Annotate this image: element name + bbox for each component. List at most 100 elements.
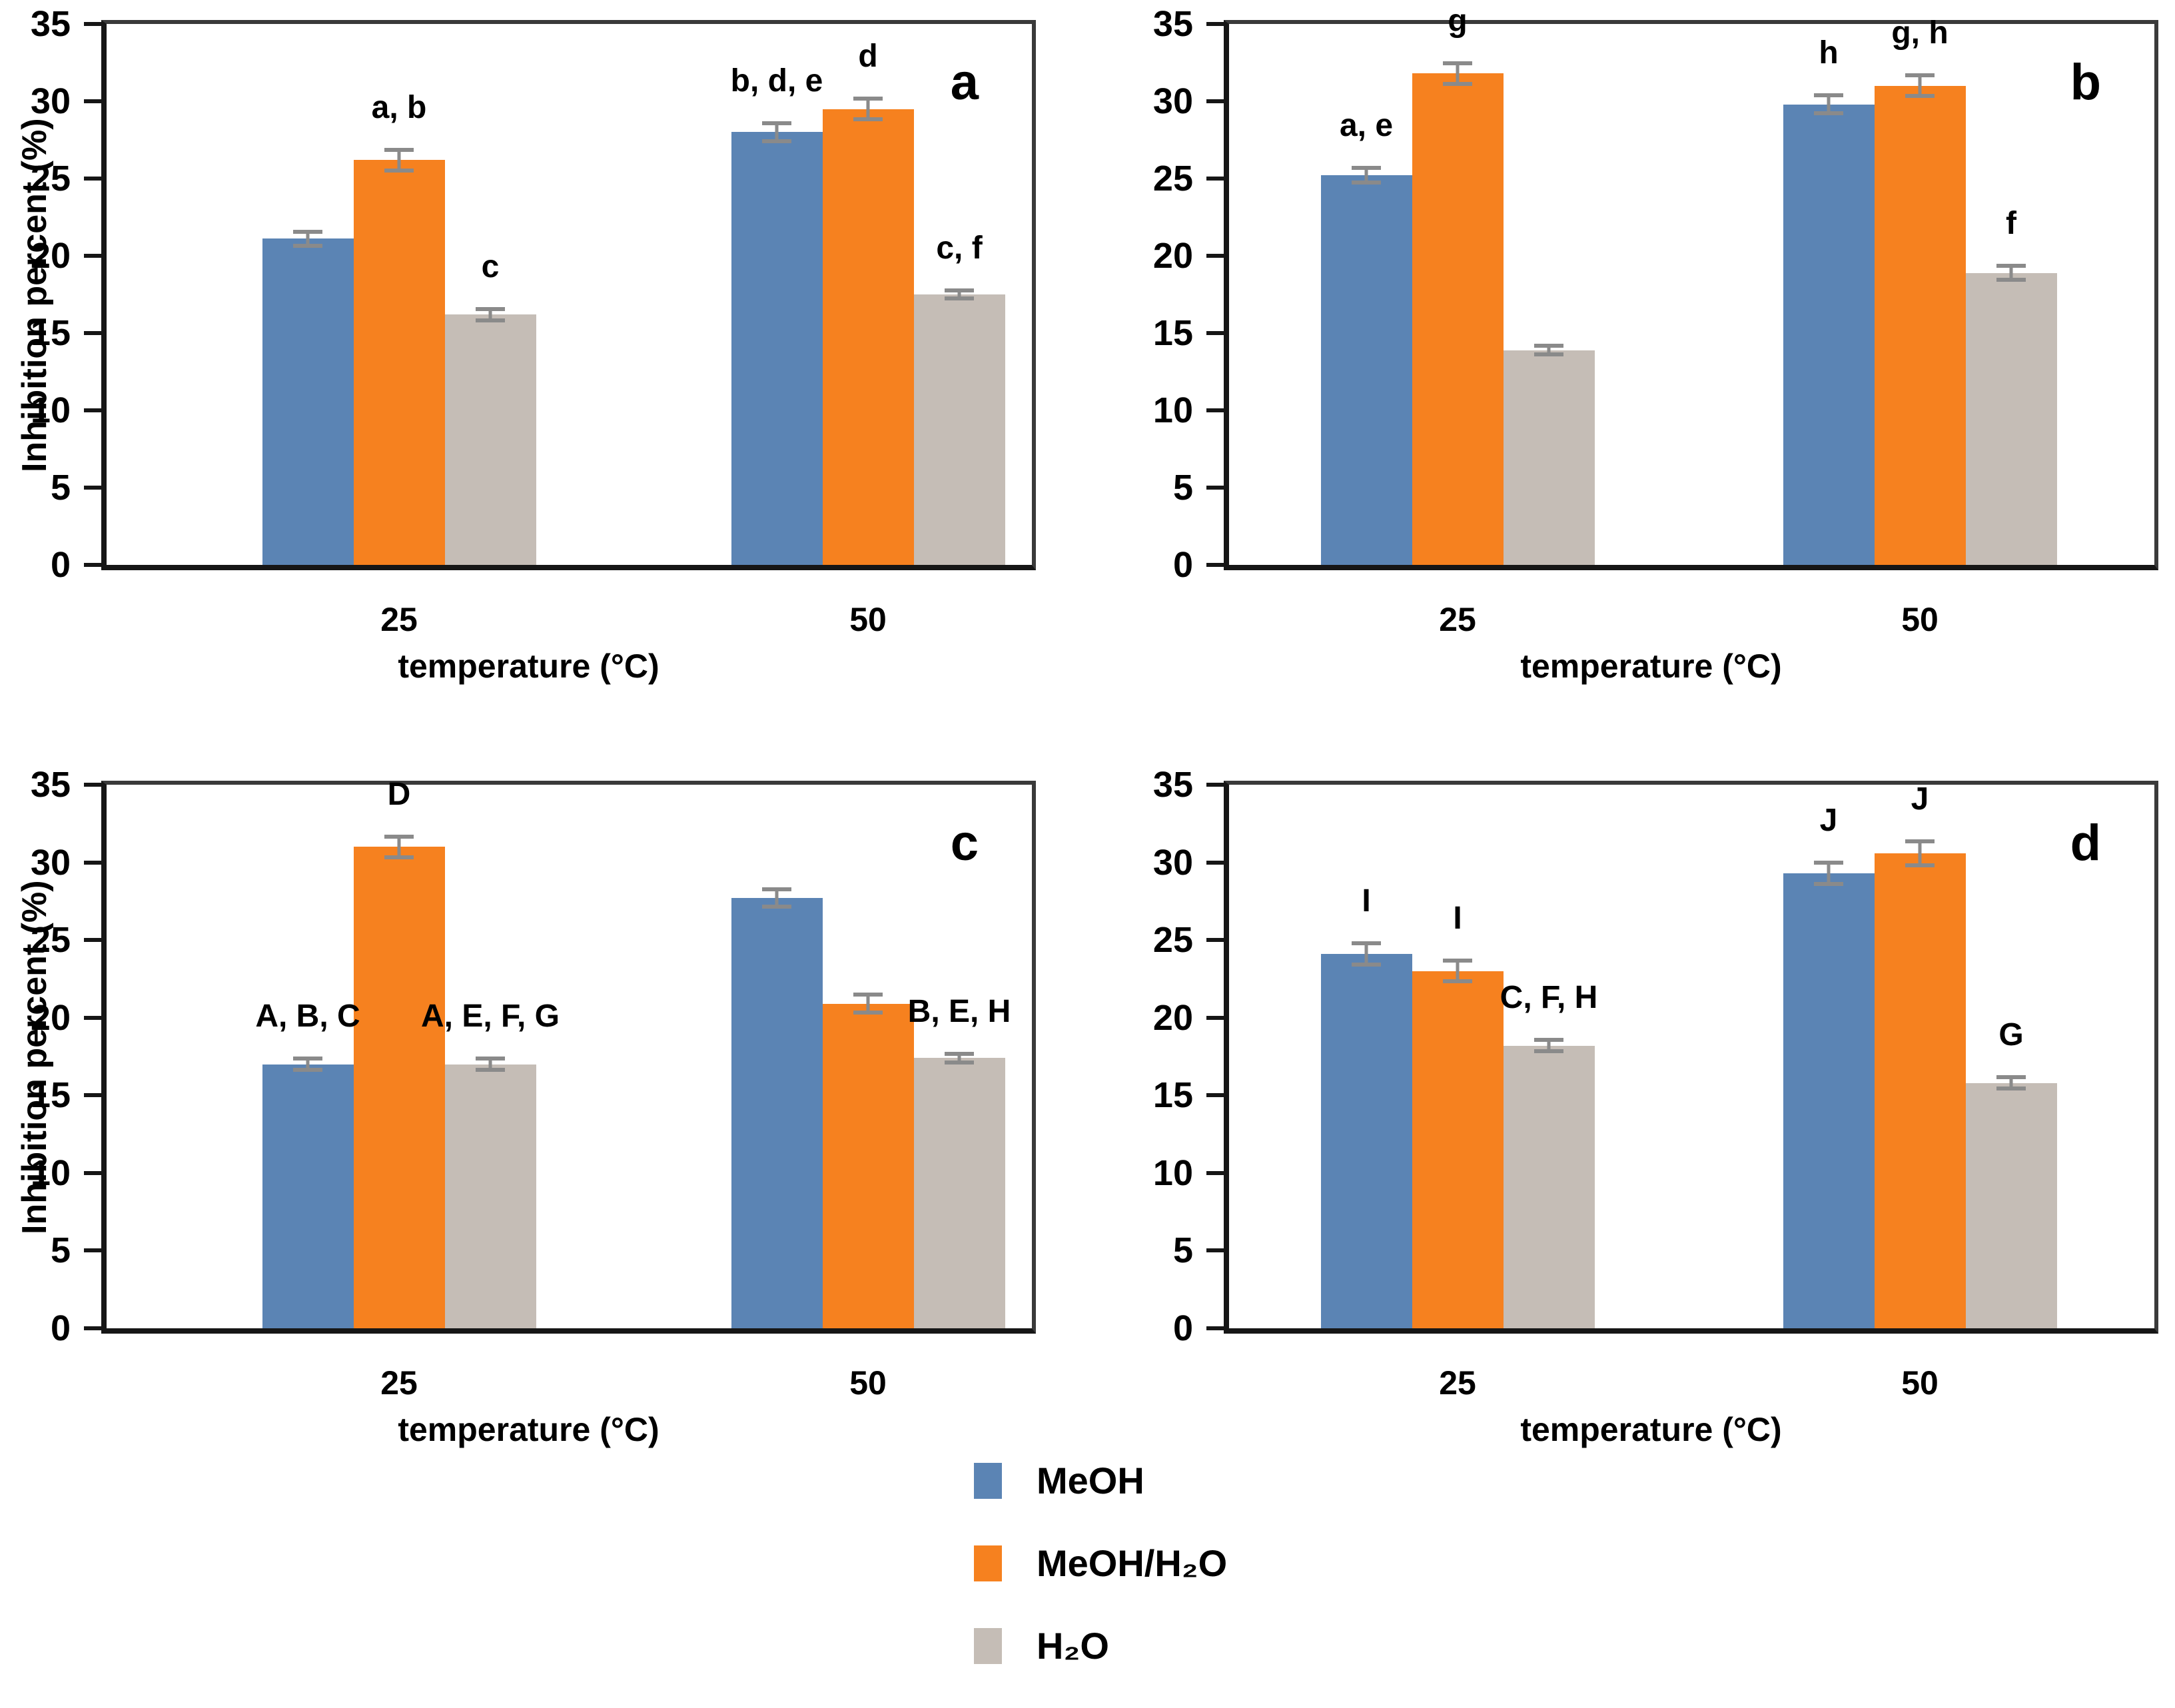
error-bar-cap bbox=[1996, 1074, 2026, 1079]
error-bar-cap bbox=[384, 834, 414, 839]
y-tick-label: 0 bbox=[1172, 545, 1193, 585]
error-bar-cap bbox=[853, 1011, 883, 1015]
y-tick-label: 0 bbox=[50, 1308, 71, 1348]
error-bar-cap bbox=[293, 244, 322, 248]
error-bar-cap bbox=[1905, 839, 1935, 843]
significance-label: g, h bbox=[1891, 15, 1949, 51]
y-tick-label: 0 bbox=[50, 545, 71, 585]
error-bar-cap bbox=[1996, 278, 2026, 282]
bar-c-50-meoh bbox=[731, 898, 823, 1328]
error-bar-cap bbox=[762, 139, 791, 143]
error-bar-line bbox=[1918, 839, 1922, 867]
error-bar-cap bbox=[1352, 181, 1381, 185]
error-bar bbox=[1875, 839, 1966, 867]
y-tick-mark bbox=[1206, 783, 1224, 787]
error-bar bbox=[731, 887, 823, 909]
y-tick-label: 30 bbox=[30, 842, 71, 883]
error-bar-cap bbox=[1905, 94, 1935, 99]
x-tick-label: 50 bbox=[1901, 1364, 1939, 1402]
significance-label: h bbox=[1819, 35, 1839, 71]
x-axis-title: temperature (°C) bbox=[1520, 1411, 1782, 1448]
error-bar bbox=[262, 229, 354, 248]
error-bar-line bbox=[2009, 263, 2013, 282]
error-bar bbox=[823, 97, 914, 122]
legend-swatch-meoh-h2o bbox=[974, 1545, 1002, 1581]
error-bar-cap bbox=[1352, 962, 1381, 967]
bar-c-25-meoh bbox=[262, 1064, 354, 1328]
y-tick-mark bbox=[1206, 408, 1224, 412]
error-bar bbox=[445, 1057, 536, 1072]
y-tick-mark bbox=[84, 1326, 101, 1330]
error-bar-line bbox=[1547, 344, 1551, 356]
error-bar-line bbox=[1364, 941, 1368, 967]
y-tick-label: 10 bbox=[30, 390, 71, 430]
y-tick-mark bbox=[1206, 1170, 1224, 1175]
significance-label: J bbox=[1911, 781, 1929, 817]
x-tick-label: 25 bbox=[380, 601, 418, 638]
error-bar bbox=[823, 993, 914, 1015]
y-tick-mark bbox=[84, 486, 101, 490]
y-tick-mark bbox=[1206, 860, 1224, 865]
error-bar-line bbox=[2009, 1074, 2013, 1091]
y-tick-label: 10 bbox=[1152, 1152, 1193, 1193]
significance-label: G bbox=[1998, 1017, 2024, 1053]
bar-a-50-meoh bbox=[731, 132, 823, 565]
y-tick-mark bbox=[84, 938, 101, 943]
error-bar-line bbox=[775, 121, 779, 143]
error-bar bbox=[1412, 959, 1504, 984]
y-tick-mark bbox=[84, 1170, 101, 1175]
error-bar bbox=[1966, 1074, 2057, 1091]
y-tick-label: 5 bbox=[50, 1230, 71, 1271]
significance-label: c bbox=[481, 248, 500, 284]
error-bar-cap bbox=[853, 117, 883, 122]
error-bar bbox=[731, 121, 823, 143]
error-bar-cap bbox=[293, 1068, 322, 1072]
x-tick-label: 25 bbox=[1439, 1364, 1476, 1402]
error-bar-line bbox=[775, 887, 779, 909]
panel-letter-b: b bbox=[2070, 54, 2101, 111]
error-bar-line bbox=[1827, 861, 1831, 886]
y-tick-mark bbox=[1206, 254, 1224, 258]
significance-label: d bbox=[858, 39, 878, 75]
x-axis-title: temperature (°C) bbox=[1520, 647, 1782, 685]
y-tick-label: 10 bbox=[30, 1152, 71, 1193]
error-bar-line bbox=[1547, 1038, 1551, 1054]
y-tick-mark bbox=[84, 1015, 101, 1020]
error-bar bbox=[1966, 263, 2057, 282]
legend-label-meoh: MeOH bbox=[1037, 1460, 1144, 1501]
x-axis-title: temperature (°C) bbox=[398, 647, 659, 685]
error-bar-cap bbox=[762, 905, 791, 909]
y-tick-mark bbox=[84, 1093, 101, 1098]
bar-c-50-h2o bbox=[913, 1058, 1005, 1328]
y-axis-title: Inhibition percent (%) bbox=[15, 880, 54, 1234]
panel-letter-a: a bbox=[950, 54, 979, 111]
y-tick-mark bbox=[84, 254, 101, 258]
y-tick-label: 10 bbox=[1152, 390, 1193, 430]
panel-b-plot-area: a, e g h g, h f b bbox=[1224, 3, 2158, 570]
significance-label: C, F, H bbox=[1500, 980, 1598, 1016]
error-bar-cap bbox=[762, 887, 791, 891]
legend-label-h2o: H₂O bbox=[1037, 1625, 1109, 1667]
error-bar-cap bbox=[1814, 861, 1843, 865]
y-tick-label: 30 bbox=[1152, 842, 1193, 883]
legend-item-meoh-h2o: MeOH/H₂O bbox=[974, 1543, 1227, 1584]
significance-label: f bbox=[2006, 205, 2016, 241]
error-bar-line bbox=[1364, 166, 1368, 185]
error-bar-cap bbox=[1996, 263, 2026, 268]
y-tick-mark bbox=[84, 860, 101, 865]
error-bar-cap bbox=[476, 1068, 505, 1072]
y-tick-label: 15 bbox=[1152, 313, 1193, 353]
error-bar-cap bbox=[1534, 1038, 1563, 1043]
panel-b-inner: a, e g h g, h f b bbox=[1229, 3, 2154, 565]
y-tick-label: 15 bbox=[1152, 1075, 1193, 1116]
error-bar-cap bbox=[1905, 73, 1935, 78]
y-tick-label: 5 bbox=[1172, 1230, 1193, 1271]
error-bar-cap bbox=[293, 229, 322, 234]
error-bar-cap bbox=[1443, 81, 1472, 86]
y-tick-label: 20 bbox=[1152, 997, 1193, 1038]
bar-c-25-h2o bbox=[444, 1064, 536, 1328]
error-bar-line bbox=[866, 993, 870, 1015]
error-bar-cap bbox=[945, 296, 974, 301]
bar-c-25-meoh-h2o bbox=[353, 847, 445, 1328]
